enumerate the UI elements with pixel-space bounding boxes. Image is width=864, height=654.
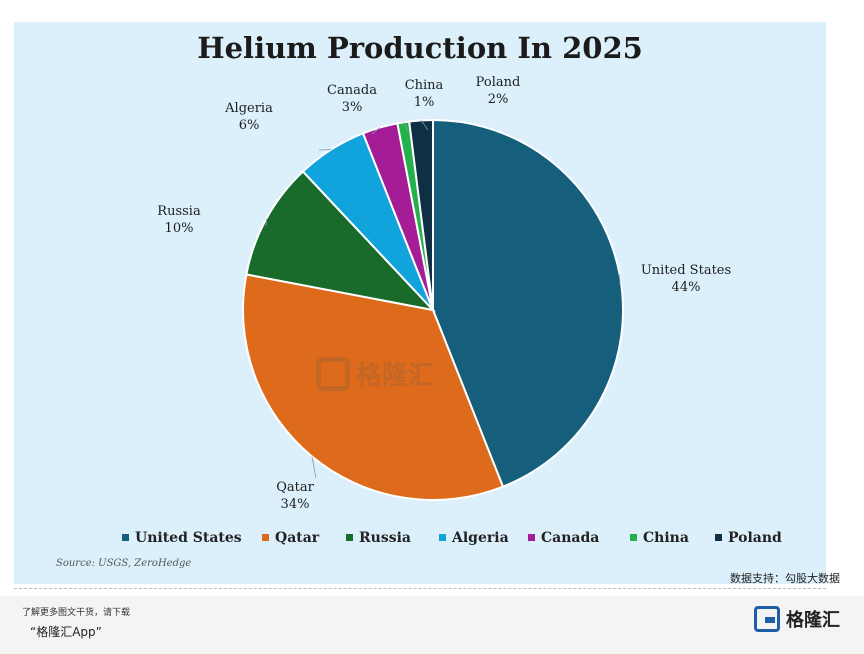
slice-label-algeria: Algeria xyxy=(224,101,273,116)
legend-swatch-china xyxy=(630,534,637,541)
leader-line-china xyxy=(402,122,409,131)
slice-value-china: 1% xyxy=(414,95,435,110)
legend-label-canada: Canada xyxy=(541,530,599,546)
logo-text: 格隆汇 xyxy=(786,610,840,631)
slice-value-canada: 3% xyxy=(342,100,363,115)
chart-title: Helium Production In 2025 xyxy=(197,31,643,65)
slice-label-poland: Poland xyxy=(476,75,521,90)
legend-item-united-states: United States xyxy=(122,530,242,546)
legend-label-russia: Russia xyxy=(359,530,411,546)
legend-swatch-algeria xyxy=(439,534,446,541)
watermark-logo: 格隆汇 xyxy=(316,355,434,392)
legend-swatch-poland xyxy=(715,534,722,541)
legend-swatch-united-states xyxy=(122,534,129,541)
slice-label-russia: Russia xyxy=(157,204,201,219)
slice-value-qatar: 34% xyxy=(281,497,310,512)
pie-slice-united-states xyxy=(432,118,624,488)
legend-item-poland: Poland xyxy=(715,530,782,546)
slice-label-qatar: Qatar xyxy=(276,480,314,495)
legend-item-qatar: Qatar xyxy=(262,530,320,546)
legend-swatch-canada xyxy=(528,534,535,541)
slice-label-canada: Canada xyxy=(327,83,377,98)
slice-value-poland: 2% xyxy=(488,92,509,107)
leader-line-canada xyxy=(371,127,381,135)
leader-line-poland xyxy=(420,120,429,131)
legend-item-china: China xyxy=(630,530,689,546)
legend-swatch-russia xyxy=(346,534,353,541)
legend-item-russia: Russia xyxy=(346,530,411,546)
slice-value-united-states: 44% xyxy=(672,280,701,295)
legend-swatch-qatar xyxy=(262,534,269,541)
slice-label-china: China xyxy=(405,78,444,93)
slice-value-russia: 10% xyxy=(165,221,194,236)
data-support-note: 数据支持：勾股大数据 xyxy=(730,572,840,585)
chart-card: Helium Production In 2025 United States 4… xyxy=(14,22,826,584)
watermark-icon xyxy=(316,356,350,391)
pie-chart: Helium Production In 2025 United States 4… xyxy=(122,31,782,546)
legend-label-qatar: Qatar xyxy=(275,530,320,546)
leader-line-russia xyxy=(265,218,267,227)
legend-label-algeria: Algeria xyxy=(451,530,509,546)
slice-label-united-states: United States xyxy=(641,263,731,278)
divider xyxy=(14,588,826,589)
logo-icon xyxy=(754,606,780,632)
legend-label-china: China xyxy=(643,530,689,546)
brand-logo[interactable]: 格隆汇 xyxy=(754,604,840,634)
legend-label-poland: Poland xyxy=(728,530,782,546)
legend-item-algeria: Algeria xyxy=(439,530,509,546)
promo-app-name[interactable]: “格隆汇App” xyxy=(30,625,102,639)
promo-text: 了解更多图文干货，请下载 xyxy=(22,608,131,618)
footer-bar: 了解更多图文干货，请下载 “格隆汇App” 格隆汇 xyxy=(0,596,864,654)
legend-item-canada: Canada xyxy=(528,530,599,546)
source-note: Source: USGS, ZeroHedge xyxy=(56,558,192,569)
legend-label-united-states: United States xyxy=(135,530,242,546)
slice-value-algeria: 6% xyxy=(239,118,260,133)
leader-line-qatar xyxy=(311,456,317,479)
watermark-text: 格隆汇 xyxy=(356,361,435,391)
